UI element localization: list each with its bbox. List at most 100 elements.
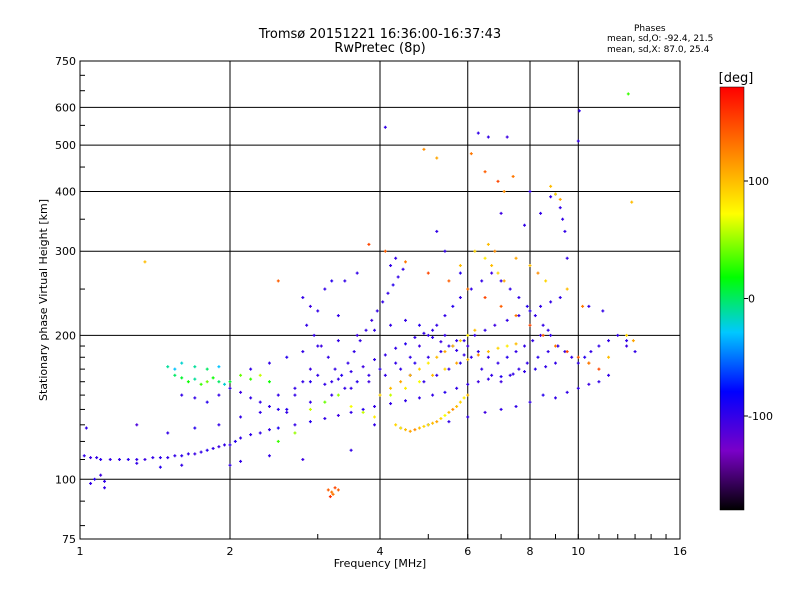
data-point (99, 473, 103, 477)
data-point (239, 459, 243, 463)
data-point (186, 380, 190, 384)
data-point (541, 333, 545, 337)
data-point (451, 407, 455, 411)
data-point (301, 296, 305, 300)
data-point (499, 304, 503, 308)
data-point (426, 361, 430, 365)
data-point (505, 318, 509, 322)
data-point (576, 386, 580, 390)
data-point (422, 380, 426, 384)
data-point (383, 249, 387, 253)
data-point (389, 323, 393, 327)
y-tick-label: 75 (62, 533, 76, 546)
data-point (308, 420, 312, 424)
data-point (583, 355, 587, 359)
data-point (443, 390, 447, 394)
data-point (193, 396, 197, 400)
data-point (370, 318, 374, 322)
data-point (546, 350, 550, 354)
data-point (565, 390, 569, 394)
data-point (323, 287, 327, 291)
data-point (394, 256, 398, 260)
data-point (597, 344, 601, 348)
data-point (561, 217, 565, 221)
data-point (541, 393, 545, 397)
data-point (233, 439, 237, 443)
data-point (514, 404, 518, 408)
data-point (525, 361, 529, 365)
data-point (312, 333, 316, 337)
data-point (607, 339, 611, 343)
data-point (626, 92, 630, 96)
data-point (349, 448, 353, 452)
data-point (401, 267, 405, 271)
data-point (389, 402, 393, 406)
data-point (108, 457, 112, 461)
data-point (422, 331, 426, 335)
data-point (483, 256, 487, 260)
data-point (587, 382, 591, 386)
data-point (469, 152, 473, 156)
data-point (576, 139, 580, 143)
data-point (223, 382, 227, 386)
data-point (323, 400, 327, 404)
data-point (502, 279, 506, 283)
data-point (476, 380, 480, 384)
data-point (431, 335, 435, 339)
data-point (205, 367, 209, 371)
data-point (308, 367, 312, 371)
grid-lines (80, 61, 680, 539)
data-point (558, 197, 562, 201)
data-point (336, 339, 340, 343)
data-point (394, 361, 398, 365)
data-point (346, 361, 350, 365)
data-point (267, 428, 271, 432)
data-point (217, 380, 221, 384)
data-point (180, 393, 184, 397)
data-point (228, 386, 232, 390)
x-axis-ticks: 1 2 4 6 8 10 16 (77, 534, 687, 558)
data-point (486, 242, 490, 246)
data-point (336, 488, 340, 492)
data-point (330, 279, 334, 283)
data-point (455, 339, 459, 343)
data-point (267, 404, 271, 408)
data-point (508, 287, 512, 291)
data-point (316, 373, 320, 377)
data-point (631, 339, 635, 343)
data-point (469, 355, 473, 359)
data-point (99, 457, 103, 461)
data-point (514, 342, 518, 346)
data-point (536, 271, 540, 275)
data-point (135, 461, 139, 465)
data-point (499, 279, 503, 283)
data-point (466, 358, 470, 362)
data-point (502, 189, 506, 193)
data-point (378, 367, 382, 371)
data-point (389, 393, 393, 397)
data-point (476, 353, 480, 357)
data-point (180, 463, 184, 467)
data-point (158, 456, 162, 460)
data-point (267, 361, 271, 365)
data-point (443, 314, 447, 318)
data-point (490, 271, 494, 275)
colorbar-ticks: 100 0 -100 (744, 175, 773, 423)
data-point (151, 456, 155, 460)
data-point (249, 396, 253, 400)
data-point (223, 443, 227, 447)
data-point (458, 400, 462, 404)
data-point (528, 264, 532, 268)
data-point (305, 323, 309, 327)
data-point (523, 223, 527, 227)
data-point (417, 396, 421, 400)
data-point (205, 380, 209, 384)
data-point (466, 333, 470, 337)
data-point (258, 373, 262, 377)
data-point (373, 358, 377, 362)
y-axis-label: Stationary phase Virtual Height [km] (37, 199, 50, 401)
data-point (455, 386, 459, 390)
data-point (249, 377, 253, 381)
data-point (431, 328, 435, 332)
data-point (367, 242, 371, 246)
